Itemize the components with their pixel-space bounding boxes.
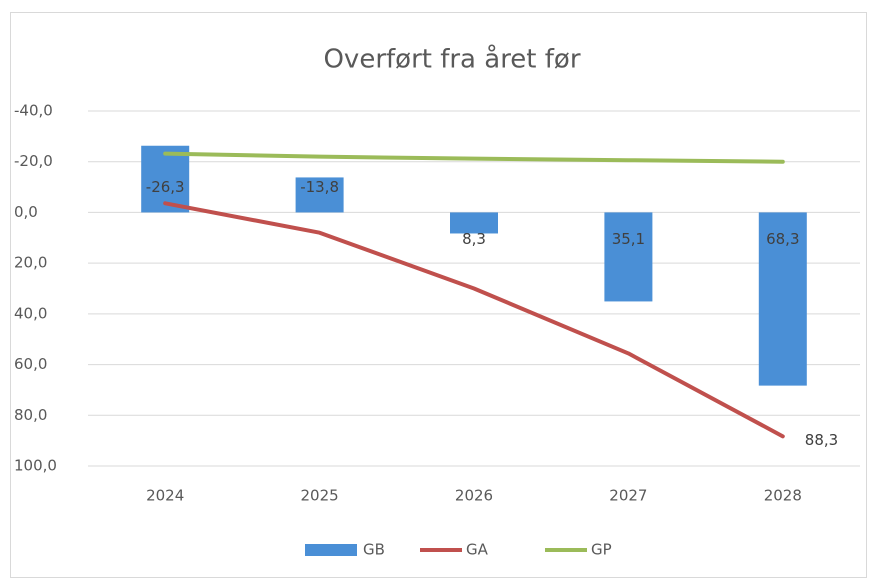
x-tick-label: 2024	[146, 487, 184, 505]
legend-label: GP	[591, 541, 612, 559]
legend-swatch	[305, 544, 357, 556]
data-label: 35,1	[612, 230, 645, 248]
x-tick-label: 2028	[764, 487, 802, 505]
line	[163, 151, 785, 164]
line	[163, 201, 785, 439]
y-tick-label: 60,0	[14, 355, 47, 373]
bar	[295, 177, 344, 213]
data-label: 88,3	[805, 431, 838, 449]
data-label: 68,3	[766, 230, 799, 248]
data-label: 8,3	[462, 230, 486, 248]
bar	[758, 212, 807, 386]
bar	[450, 212, 498, 234]
x-tick-label: 2025	[301, 487, 339, 505]
y-tick-label: 100,0	[14, 457, 57, 475]
y-tick-label: 20,0	[14, 254, 47, 272]
y-tick-label: 40,0	[14, 304, 47, 322]
y-tick-label: -20,0	[14, 152, 53, 170]
chart-title: Overført fra året før	[323, 44, 580, 75]
x-tick-label: 2026	[455, 487, 493, 505]
chart-frame	[10, 12, 867, 578]
data-label: -13,8	[300, 178, 339, 196]
x-tick-label: 2027	[609, 487, 647, 505]
bar	[604, 212, 653, 302]
legend-label: GA	[466, 541, 489, 559]
y-tick-label: -40,0	[14, 102, 53, 120]
data-label: -26,3	[146, 178, 185, 196]
y-tick-label: 0,0	[14, 203, 38, 221]
y-tick-label: 80,0	[14, 406, 47, 424]
legend-label: GB	[363, 541, 385, 559]
